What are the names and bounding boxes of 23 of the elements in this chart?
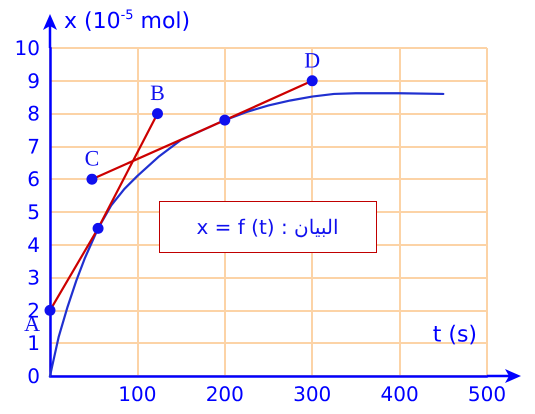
annotation: x = f (t) : البيان [196, 215, 339, 240]
x-axis-title: t (s) [432, 322, 477, 348]
y-tick-label: 4 [27, 232, 40, 257]
y-tick-label: 8 [27, 102, 40, 126]
point [92, 222, 104, 234]
y-tick-label: 6 [27, 167, 40, 192]
y-tick-label: 3 [27, 266, 40, 290]
annotation: C [84, 146, 100, 171]
annotation: D [304, 47, 320, 72]
y-tick-label: 1 [27, 331, 40, 356]
x-tick-label: 100 [118, 382, 156, 406]
point [219, 114, 230, 126]
y-tick-label: 10 [14, 36, 40, 60]
y-tick-label: 5 [27, 200, 40, 224]
text-frame: x = f (t) : البيان [158, 201, 376, 254]
annotation: B [150, 80, 165, 106]
y-tick-label: 0 [27, 364, 40, 388]
x-tick-label: 200 [206, 382, 244, 406]
y-tick-label: 9 [27, 68, 40, 93]
x-tick-label: 300 [293, 382, 332, 406]
x-tick-label: 400 [380, 382, 419, 406]
x-tick-label: 500 [468, 382, 506, 406]
y-tick-label: 7 [27, 134, 40, 158]
